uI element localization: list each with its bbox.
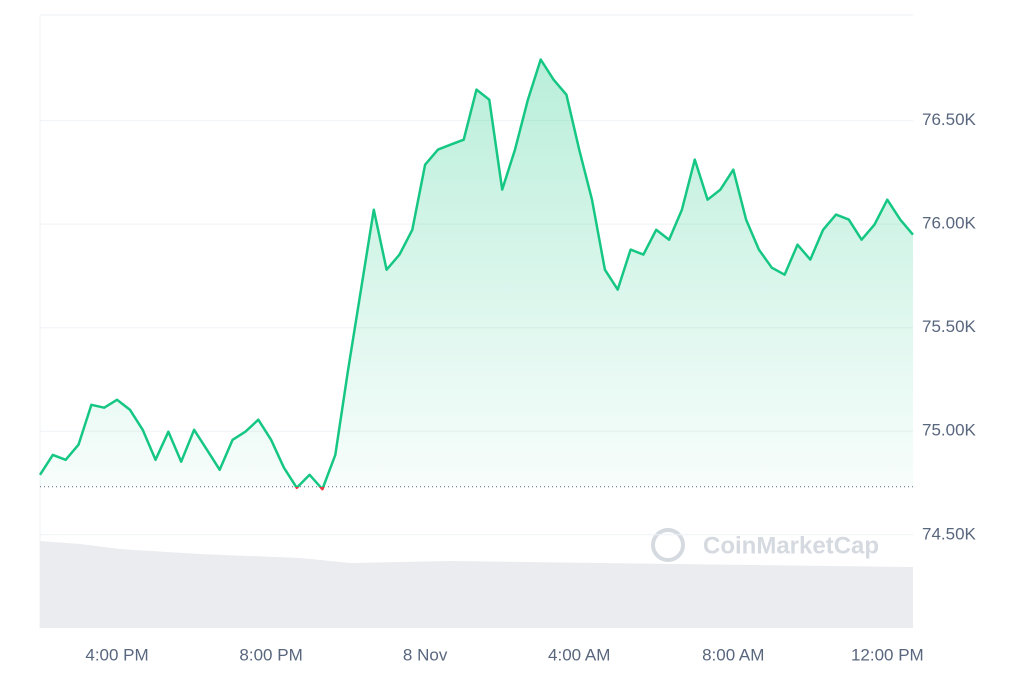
x-tick-label: 8:00 AM — [702, 645, 764, 664]
watermark-text: CoinMarketCap — [703, 532, 879, 559]
area-fill — [40, 59, 913, 490]
x-tick-label: 12:00 PM — [851, 645, 924, 664]
x-tick-label: 4:00 AM — [548, 645, 610, 664]
x-tick-label: 4:00 PM — [85, 645, 148, 664]
y-tick-label: 75.50K — [922, 317, 977, 336]
x-tick-label: 8:00 PM — [239, 645, 302, 664]
watermark: CoinMarketCap — [651, 528, 879, 562]
price-line — [38, 58, 914, 491]
y-tick-label: 75.00K — [922, 421, 977, 440]
x-tick-label: 8 Nov — [403, 645, 448, 664]
volume-area — [40, 541, 913, 628]
watermark-logo — [651, 528, 685, 562]
y-tick-label: 76.00K — [922, 214, 977, 233]
y-tick-label: 76.50K — [922, 110, 977, 129]
y-tick-label: 74.50K — [922, 524, 977, 543]
